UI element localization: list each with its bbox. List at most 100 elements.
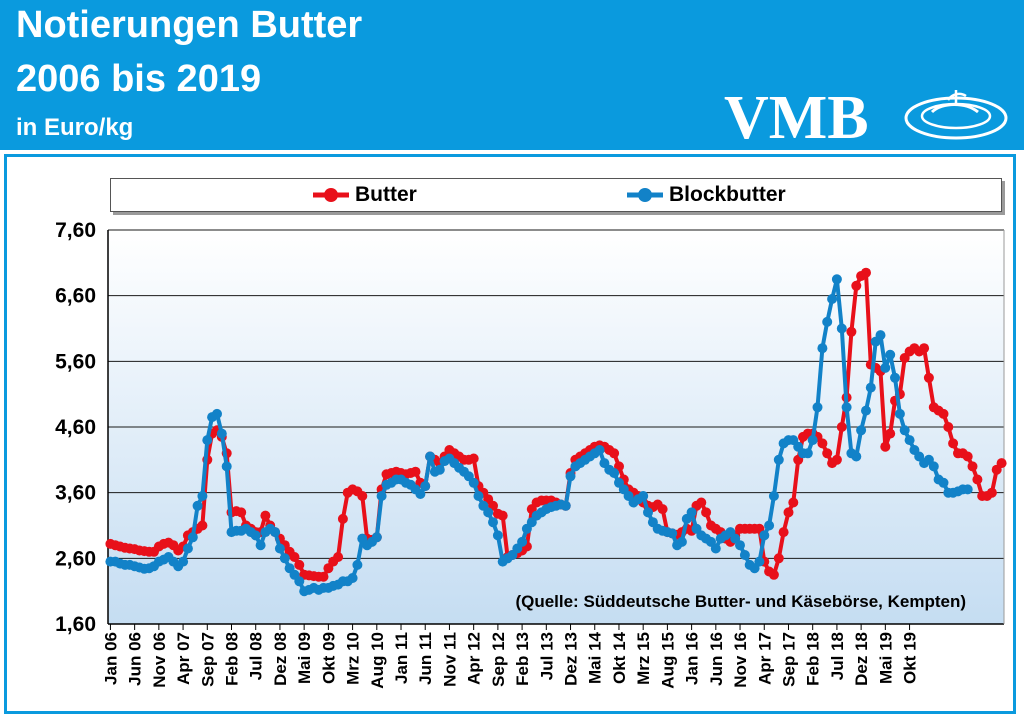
point-butter	[972, 474, 983, 485]
x-tick-label: Mrz 10	[344, 632, 363, 685]
point-blockbutter	[894, 408, 905, 419]
x-tick-label: Feb 08	[223, 632, 242, 686]
point-butter	[337, 513, 348, 524]
point-blockbutter	[352, 559, 363, 570]
x-tick-label: Mrz 15	[634, 632, 653, 685]
point-blockbutter	[182, 543, 193, 554]
point-blockbutter	[768, 491, 779, 501]
point-butter	[880, 441, 891, 452]
x-tick-label: Nov 06	[150, 632, 169, 688]
legend-label-blockbutter: Blockbutter	[669, 183, 786, 206]
point-butter	[986, 487, 997, 498]
point-blockbutter	[773, 454, 784, 465]
x-tick-label: Feb 18	[804, 632, 823, 686]
x-tick-label: Jul 08	[247, 632, 266, 680]
x-tick-label: Mai 14	[586, 631, 605, 684]
point-blockbutter	[841, 402, 852, 413]
point-blockbutter	[415, 489, 426, 499]
y-tick-label: 1,60	[55, 613, 96, 636]
point-blockbutter	[270, 527, 281, 538]
point-blockbutter	[836, 323, 847, 334]
point-butter	[410, 466, 421, 477]
point-blockbutter	[676, 536, 687, 547]
point-butter	[783, 507, 794, 518]
point-blockbutter	[609, 468, 620, 478]
x-tick-label: Okt 09	[319, 632, 338, 684]
point-blockbutter	[371, 532, 382, 543]
point-butter	[938, 408, 949, 419]
point-blockbutter	[468, 477, 479, 488]
point-butter	[967, 461, 978, 472]
point-blockbutter	[962, 484, 973, 495]
point-blockbutter	[434, 464, 445, 475]
x-tick-label: Jul 18	[828, 632, 847, 680]
point-blockbutter	[875, 330, 886, 341]
point-blockbutter	[492, 530, 503, 541]
point-butter	[197, 520, 208, 531]
point-blockbutter	[488, 517, 498, 528]
x-tick-label: Aug 15	[658, 632, 677, 689]
point-blockbutter	[197, 491, 208, 501]
x-tick-label: Dez 18	[852, 632, 871, 686]
chart-unit: in Euro/kg	[16, 114, 134, 141]
x-tick-label: Jan 16	[683, 632, 702, 685]
point-blockbutter	[221, 461, 232, 472]
point-blockbutter	[880, 362, 891, 373]
point-butter	[817, 438, 828, 449]
point-blockbutter	[638, 491, 649, 501]
point-butter	[497, 510, 508, 521]
point-blockbutter	[274, 543, 285, 554]
x-tick-label: Jul 13	[537, 632, 556, 680]
point-blockbutter	[279, 553, 290, 564]
point-butter	[778, 527, 789, 538]
point-blockbutter	[764, 520, 775, 531]
vmb-logo: VMB	[724, 84, 1008, 148]
x-tick-label: Dez 08	[271, 632, 290, 686]
vmb-swoosh-icon	[904, 90, 1008, 140]
y-tick-label: 2,60	[55, 547, 96, 570]
point-blockbutter	[735, 540, 745, 551]
point-butter	[609, 448, 620, 459]
x-axis-ticks: Jan 06 Jun 06 Nov 06 Apr 07 Sep 07 Feb 08 Jul …	[101, 624, 920, 689]
x-tick-label: Jan 11	[392, 632, 411, 684]
point-blockbutter	[594, 445, 605, 455]
x-tick-label: Feb 13	[513, 632, 532, 686]
point-butter	[657, 504, 668, 515]
point-blockbutter	[759, 530, 770, 541]
point-butter	[696, 497, 707, 508]
point-blockbutter	[565, 471, 576, 482]
point-butter	[294, 559, 305, 570]
point-blockbutter	[904, 435, 915, 446]
x-tick-label: Apr 07	[174, 632, 193, 685]
point-butter	[773, 553, 784, 564]
point-butter	[831, 454, 842, 465]
x-tick-label: Aug 10	[368, 632, 387, 689]
y-axis-ticks: 7,60 6,60 5,60 4,60 3,60 2,60 1,60	[55, 219, 96, 636]
point-blockbutter	[376, 491, 387, 501]
point-blockbutter	[856, 425, 867, 436]
point-blockbutter	[255, 540, 266, 551]
x-tick-label: Okt 14	[610, 631, 629, 684]
point-blockbutter	[890, 372, 900, 383]
x-tick-label: Nov 11	[440, 632, 459, 687]
point-blockbutter	[420, 481, 431, 492]
point-blockbutter	[202, 435, 213, 446]
x-tick-label: Apr 12	[465, 632, 484, 685]
point-butter	[962, 451, 973, 462]
point-blockbutter	[347, 573, 358, 583]
point-butter	[357, 491, 368, 501]
chart-title: Notierungen Butter	[16, 4, 363, 46]
point-blockbutter	[517, 536, 528, 547]
point-butter	[333, 552, 344, 562]
x-tick-label: Dez 13	[562, 632, 581, 686]
point-blockbutter	[938, 477, 949, 488]
point-butter	[318, 571, 329, 582]
point-butter	[919, 343, 930, 354]
x-tick-label: Sep 07	[198, 632, 217, 687]
point-blockbutter	[560, 500, 571, 511]
header-banner: Notierungen Butter 2006 bis 2019 in Euro…	[0, 0, 1024, 150]
point-blockbutter	[483, 507, 494, 518]
point-blockbutter	[831, 274, 842, 285]
x-tick-label: Okt 19	[901, 632, 920, 684]
point-blockbutter	[250, 530, 261, 541]
